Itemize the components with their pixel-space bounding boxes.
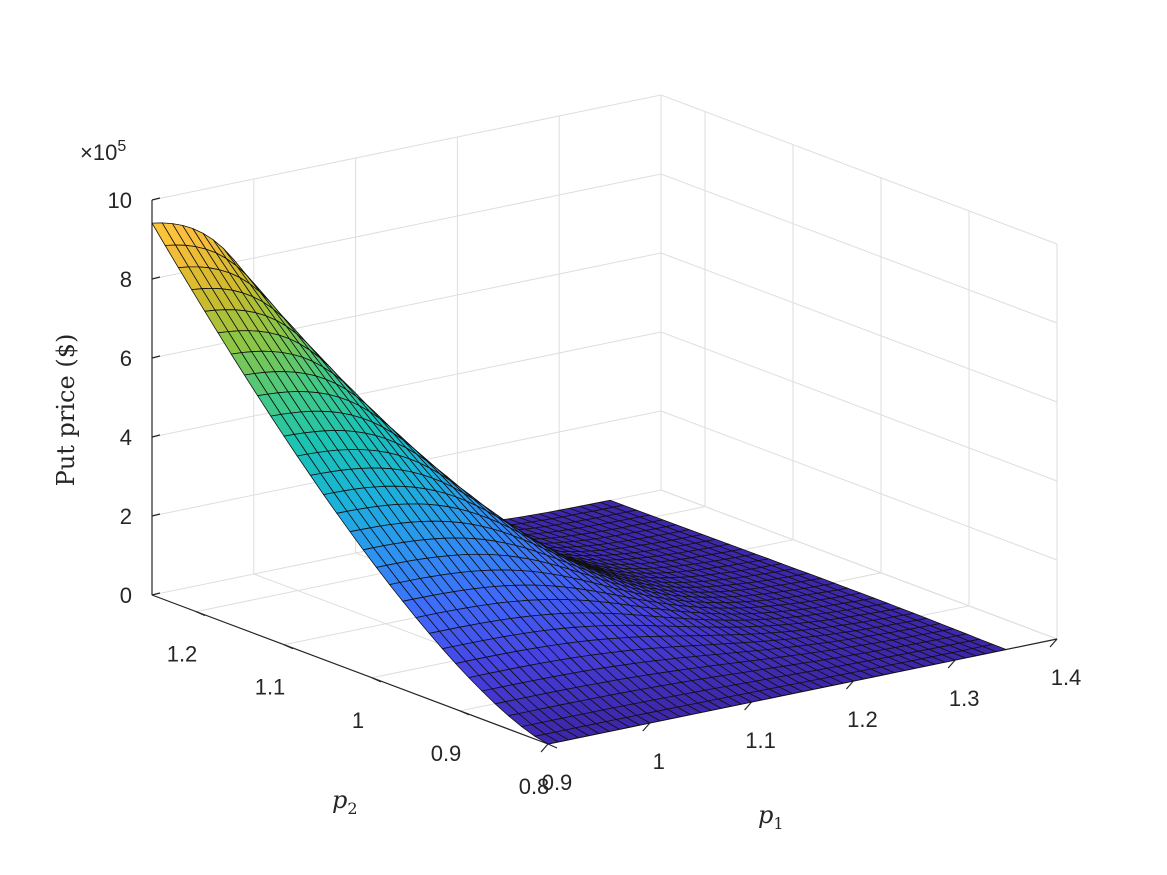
- exponent-label: ×105: [80, 138, 126, 165]
- y-tick-label: 1.1: [255, 675, 286, 700]
- exponent-power: 5: [117, 138, 126, 155]
- y-tick-mark: [371, 677, 382, 683]
- y-tick-mark: [547, 743, 558, 749]
- x-tick-label: 1.2: [847, 707, 878, 732]
- x-tick-label: 1.3: [949, 686, 980, 711]
- y-tick-label: 1: [352, 708, 364, 733]
- z-tick-mark: [151, 434, 161, 438]
- y-axis-line: [151, 594, 549, 745]
- x-axis-label-base: p: [758, 801, 773, 829]
- z-tick-label: 0: [120, 583, 132, 608]
- x-tick-mark: [845, 680, 854, 690]
- x-tick-label: 1.4: [1051, 665, 1082, 690]
- y-tick-label: 1.2: [167, 642, 198, 667]
- z-tick-label: 4: [120, 425, 132, 450]
- y-tick-mark: [195, 611, 206, 617]
- z-tick-mark: [151, 513, 161, 517]
- y-tick-mark: [459, 710, 470, 716]
- z-tick-label: 6: [120, 346, 132, 371]
- x-tick-mark: [642, 722, 651, 732]
- z-tick-label: 2: [120, 504, 132, 529]
- z-axis-label: Put price ($): [52, 334, 80, 487]
- x-tick-mark: [744, 701, 753, 711]
- y-axis-label: p2: [332, 786, 358, 818]
- exponent-prefix: ×10: [80, 140, 117, 165]
- put-price-surface: [151, 222, 1007, 745]
- z-tick-mark: [151, 592, 161, 596]
- x-axis-label: p1: [758, 801, 784, 833]
- x-tick-mark: [1049, 638, 1058, 648]
- surface-cell: [534, 733, 559, 745]
- y-tick-label: 0.8: [519, 774, 550, 799]
- y-axis-label-sub: 2: [347, 799, 357, 818]
- x-tick-mark: [540, 743, 549, 753]
- y-tick-mark: [283, 644, 294, 650]
- grid-line-z: [151, 94, 1058, 245]
- x-tick-label: 0.9: [542, 770, 573, 795]
- y-tick-label: 0.9: [431, 741, 462, 766]
- z-tick-mark: [151, 355, 161, 359]
- x-tick-label: 1.1: [745, 728, 776, 753]
- grid-line-z: [151, 173, 1058, 324]
- z-tick-label: 10: [108, 188, 132, 213]
- z-tick-mark: [151, 276, 161, 280]
- z-tick-label: 8: [120, 267, 132, 292]
- x-tick-label: 1: [653, 749, 665, 774]
- z-tick-mark: [151, 197, 161, 201]
- x-axis-label-sub: 1: [773, 814, 783, 833]
- x-tick-mark: [947, 659, 956, 669]
- grid-line-y: [195, 111, 706, 613]
- y-axis-label-base: p: [332, 786, 347, 814]
